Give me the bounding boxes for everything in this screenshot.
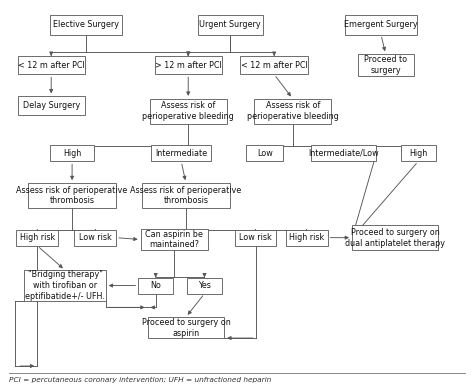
FancyBboxPatch shape — [50, 15, 122, 34]
FancyBboxPatch shape — [345, 15, 417, 34]
FancyBboxPatch shape — [28, 183, 116, 208]
Text: Proceed to surgery on
dual antiplatelet therapy: Proceed to surgery on dual antiplatelet … — [345, 228, 445, 248]
Text: High risk: High risk — [289, 233, 324, 242]
FancyBboxPatch shape — [352, 225, 438, 250]
Text: Assess risk of
perioperative bleeding: Assess risk of perioperative bleeding — [142, 101, 234, 121]
Text: Assess risk of perioperative
thrombosis: Assess risk of perioperative thrombosis — [17, 186, 128, 205]
Text: Low: Low — [257, 149, 273, 158]
Text: Assess risk of perioperative
thrombosis: Assess risk of perioperative thrombosis — [130, 186, 242, 205]
Text: < 12 m after PCI: < 12 m after PCI — [18, 61, 84, 70]
Text: Proceed to surgery on
aspirin: Proceed to surgery on aspirin — [142, 318, 230, 337]
FancyBboxPatch shape — [138, 278, 173, 294]
Text: Elective Surgery: Elective Surgery — [53, 20, 119, 29]
FancyBboxPatch shape — [246, 145, 283, 161]
Text: Intermediate: Intermediate — [155, 149, 207, 158]
FancyBboxPatch shape — [150, 99, 227, 124]
Text: Intermediate/Low: Intermediate/Low — [309, 149, 379, 158]
Text: < 12 m after PCI: < 12 m after PCI — [241, 61, 308, 70]
Text: No: No — [150, 281, 161, 290]
Text: Urgent Surgery: Urgent Surgery — [199, 20, 261, 29]
FancyBboxPatch shape — [311, 145, 376, 161]
FancyBboxPatch shape — [16, 230, 58, 246]
FancyBboxPatch shape — [142, 183, 230, 208]
FancyBboxPatch shape — [151, 145, 211, 161]
Text: Yes: Yes — [198, 281, 211, 290]
Text: Emergent Surgery: Emergent Surgery — [344, 20, 418, 29]
Text: > 12 m after PCI: > 12 m after PCI — [155, 61, 222, 70]
FancyBboxPatch shape — [18, 56, 85, 74]
Text: "Bridging therapy"
with tirofiban or
eptifibatide+/- UFH.: "Bridging therapy" with tirofiban or ept… — [25, 270, 105, 301]
FancyBboxPatch shape — [141, 229, 208, 250]
Text: Low risk: Low risk — [239, 233, 272, 242]
FancyBboxPatch shape — [74, 230, 116, 246]
FancyBboxPatch shape — [187, 278, 222, 294]
FancyBboxPatch shape — [155, 56, 222, 74]
FancyBboxPatch shape — [147, 317, 224, 338]
Text: Assess risk of
perioperative bleeding: Assess risk of perioperative bleeding — [247, 101, 338, 121]
FancyBboxPatch shape — [240, 56, 308, 74]
Text: High: High — [63, 149, 81, 158]
FancyBboxPatch shape — [286, 230, 328, 246]
FancyBboxPatch shape — [401, 145, 436, 161]
Text: Can aspirin be
maintained?: Can aspirin be maintained? — [146, 230, 203, 249]
Text: Low risk: Low risk — [79, 233, 112, 242]
FancyBboxPatch shape — [235, 230, 276, 246]
FancyBboxPatch shape — [25, 270, 106, 301]
Text: Proceed to
surgery: Proceed to surgery — [364, 56, 407, 75]
FancyBboxPatch shape — [18, 96, 85, 115]
Text: Delay Surgery: Delay Surgery — [23, 101, 80, 110]
FancyBboxPatch shape — [358, 54, 413, 76]
Text: High: High — [409, 149, 427, 158]
FancyBboxPatch shape — [198, 15, 263, 34]
FancyBboxPatch shape — [255, 99, 331, 124]
Text: PCI = percutaneous coronary intervention; UFH = unfractioned heparin: PCI = percutaneous coronary intervention… — [9, 377, 272, 383]
Text: High risk: High risk — [19, 233, 55, 242]
FancyBboxPatch shape — [50, 145, 94, 161]
